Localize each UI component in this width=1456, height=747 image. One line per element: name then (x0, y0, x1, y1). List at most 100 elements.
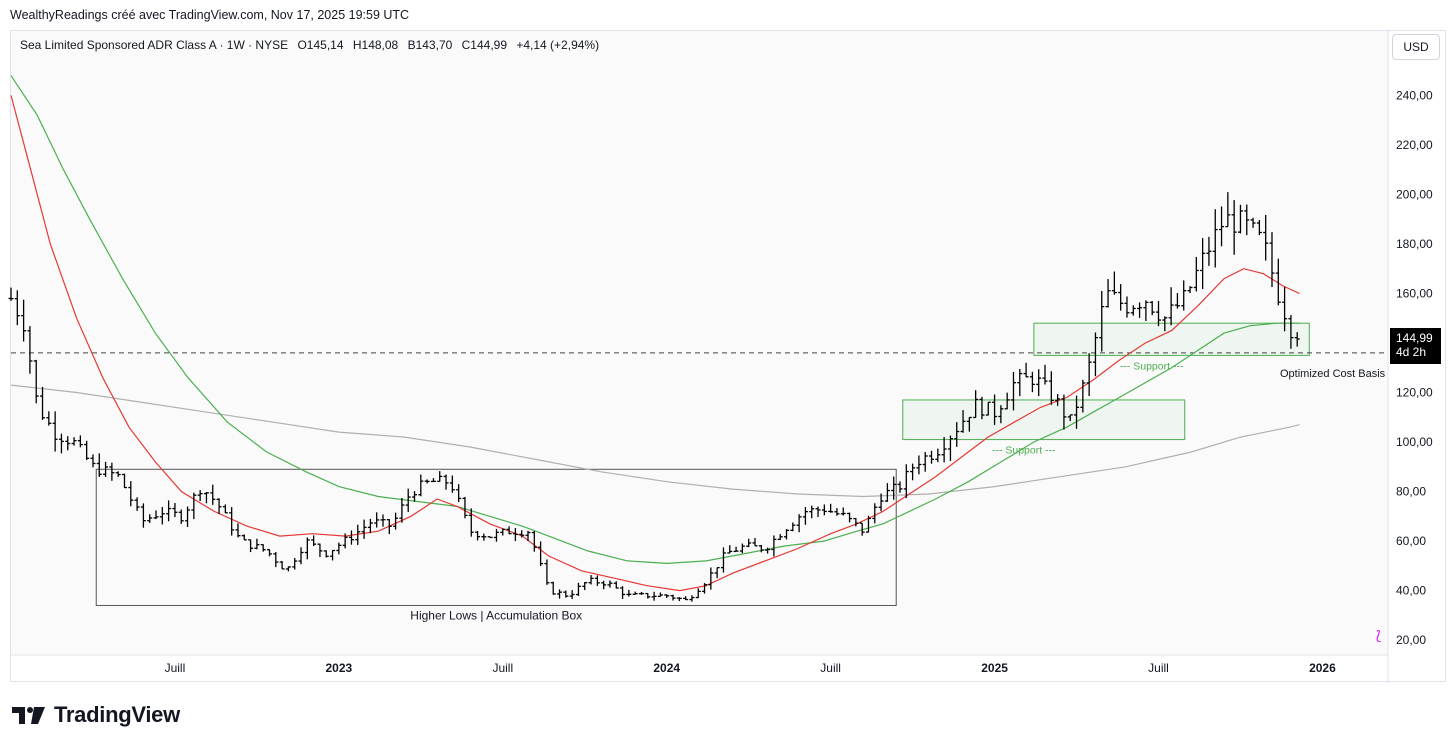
ohlc-bar (1256, 220, 1262, 236)
ohlc-bar (424, 479, 430, 484)
ohlc-bar (330, 549, 336, 561)
ohlc-bar (1143, 300, 1149, 322)
ohlc-bar (222, 504, 228, 514)
ohlc-bar (557, 589, 563, 599)
ohlc-bar (449, 475, 455, 493)
ohlc-bar (109, 462, 115, 481)
y-tick-label: 80,00 (1396, 485, 1426, 499)
ohlc-bar (1042, 364, 1048, 385)
ohlc-bar (8, 287, 14, 301)
currency-button[interactable]: USD (1392, 34, 1440, 60)
ohlc-bar (683, 596, 689, 601)
ohlc-bar (960, 410, 966, 433)
ohlc-bar (399, 498, 405, 523)
y-tick-label: 120,00 (1396, 386, 1433, 400)
ohlc-bar (1225, 192, 1231, 228)
ohlc-bar (27, 326, 33, 374)
ohlc-bar (203, 491, 209, 504)
x-tick-label: Juill (820, 661, 841, 675)
ohlc-bar (298, 547, 304, 565)
x-tick-label: Juill (492, 661, 513, 675)
ohlc-bar (638, 591, 644, 595)
ohlc-bar (720, 547, 726, 573)
ohlc-bar (58, 433, 64, 454)
ohlc-bar (348, 530, 354, 545)
ohlc-bar (134, 497, 140, 511)
ohlc-bar (40, 386, 46, 420)
ohlc-bar (342, 533, 348, 549)
ohlc-bar (1010, 372, 1016, 411)
ohlc-bars (8, 192, 1300, 602)
ohlc-bar (506, 526, 512, 535)
ohlc-bar (33, 359, 39, 404)
ohlc-bar (1061, 394, 1067, 430)
ohlc-bar (613, 581, 619, 589)
ohlc-bar (185, 506, 191, 528)
ohlc-bar (550, 581, 556, 595)
ohlc-bar (229, 507, 235, 536)
ohlc-bar (1036, 369, 1042, 397)
ohlc-bar (462, 496, 468, 519)
ohlc-bar (1055, 394, 1061, 406)
ohlc-bar (1181, 280, 1187, 311)
tradingview-logo[interactable]: TradingView (12, 702, 180, 728)
plot-area[interactable] (11, 31, 1388, 654)
ohlc-bar (1250, 217, 1256, 228)
ohlc-bar (802, 507, 808, 525)
ohlc-bar (267, 549, 273, 557)
ohlc-bar (500, 528, 506, 536)
ohlc-bar (544, 559, 550, 585)
ohlc-bar (418, 474, 424, 497)
ohlc-bar (367, 518, 373, 534)
ohlc-bar (966, 416, 972, 432)
ohlc-bar (998, 405, 1004, 424)
ohlc-bar (702, 583, 708, 594)
ohlc-bar (475, 530, 481, 541)
ohlc-bar (1137, 302, 1143, 318)
legend-low: B143,70 (407, 38, 453, 52)
ohlc-bar (128, 481, 134, 507)
ohlc-bar (1017, 368, 1023, 397)
x-tick-label: 2024 (653, 661, 680, 675)
ohlc-bar (254, 538, 260, 550)
ohlc-bar (1086, 353, 1092, 397)
ohlc-bar (412, 491, 418, 502)
ema-fast-line (10, 95, 1300, 592)
ohlc-bar (575, 582, 581, 596)
ohlc-bar (361, 519, 367, 539)
zone-label-accumulation: Higher Lows | Accumulation Box (410, 608, 582, 622)
ohlc-bar (437, 471, 443, 482)
zone-support-upper (1033, 322, 1310, 356)
ohlc-bar (172, 503, 178, 518)
ohlc-bar (758, 544, 764, 553)
ohlc-bar (569, 590, 575, 600)
ohlc-bar (481, 533, 487, 541)
last-price-tag: 144,99 4d 2h (1390, 328, 1441, 364)
ohlc-bar (903, 464, 909, 499)
ohlc-bar (1219, 206, 1225, 247)
ohlc-bar (525, 530, 531, 542)
ohlc-bar (273, 551, 279, 568)
ohlc-bar (191, 492, 197, 520)
ohlc-bar (1092, 332, 1098, 377)
y-tick-label: 20,00 (1396, 633, 1426, 647)
tradingview-logo-icon (12, 707, 45, 724)
ohlc-bar (1206, 236, 1212, 266)
ohlc-bar (865, 515, 871, 533)
ohlc-bar (815, 506, 821, 517)
y-tick-label: 240,00 (1396, 88, 1433, 102)
ohlc-bar (1269, 232, 1275, 288)
ohlc-bar (765, 547, 771, 554)
ohlc-bar (1174, 293, 1180, 309)
ohlc-bar (973, 390, 979, 419)
ohlc-bar (1212, 209, 1218, 268)
ohlc-bar (248, 539, 254, 553)
ohlc-bar (430, 478, 436, 483)
ohlc-bar (847, 512, 853, 523)
alert-icon[interactable]: ⟅ (1376, 628, 1382, 643)
ohlc-bar (727, 545, 733, 554)
ohlc-bar (487, 536, 493, 539)
y-tick-label: 60,00 (1396, 534, 1426, 548)
ohlc-bar (1099, 291, 1105, 352)
